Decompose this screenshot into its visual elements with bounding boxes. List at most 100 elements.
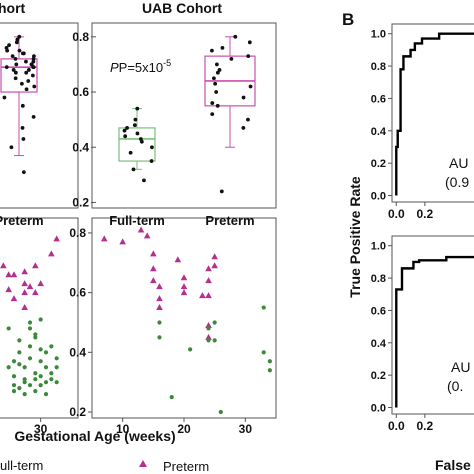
roc-bottom-frame xyxy=(391,235,474,415)
data-point xyxy=(17,34,22,39)
fullterm-point xyxy=(11,374,17,379)
roc-curve xyxy=(395,255,474,408)
left-cohort-title: hort xyxy=(0,0,26,16)
data-point xyxy=(210,48,214,53)
fullterm-point xyxy=(27,383,33,388)
y-tick-label: 0.2 xyxy=(72,195,89,209)
y-tick-label: 0.6 xyxy=(69,286,86,300)
y-tick-label: 0.2 xyxy=(371,158,386,170)
fullterm-point xyxy=(11,389,17,394)
preterm-point xyxy=(21,280,28,287)
y-tick-label: 0.2 xyxy=(69,405,86,419)
fullterm-point xyxy=(188,347,193,352)
left-scatter-plot: 30 xyxy=(0,235,60,436)
legend-fullterm-label: ull-term xyxy=(0,458,43,473)
preterm-point xyxy=(150,250,157,257)
data-point xyxy=(125,126,129,130)
fullterm-point xyxy=(43,392,49,397)
fullterm-point xyxy=(261,350,266,355)
preterm-point xyxy=(205,292,212,299)
fullterm-point xyxy=(38,347,43,352)
uab-scatter-frame xyxy=(91,217,277,419)
data-point xyxy=(26,79,31,83)
fullterm-point xyxy=(33,332,38,337)
data-point xyxy=(150,145,154,150)
x-tick-label: 0.2 xyxy=(417,207,434,221)
data-point xyxy=(14,62,19,67)
data-point xyxy=(31,65,36,70)
preterm-point xyxy=(32,289,39,296)
fullterm-point xyxy=(17,350,22,355)
data-point xyxy=(246,117,250,122)
fullterm-point xyxy=(33,389,38,394)
data-point xyxy=(31,114,36,119)
fullterm-point xyxy=(27,320,33,325)
legend: ull-term Preterm xyxy=(0,458,209,474)
data-point xyxy=(4,65,9,70)
fullterm-point xyxy=(38,374,43,379)
y-tick-label: 0.8 xyxy=(69,226,86,240)
uab-box-plot: 0.2 0.4 0.6 0.8 xyxy=(72,30,256,209)
fullterm-point xyxy=(43,365,49,370)
data-point xyxy=(214,62,219,67)
y-tick-label: 0.8 xyxy=(72,30,89,44)
fullterm-point xyxy=(17,338,22,343)
left-box-xtick-preterm: Preterm xyxy=(0,213,44,228)
fullterm-point xyxy=(6,365,11,370)
data-point xyxy=(139,139,144,144)
fullterm-point xyxy=(38,383,43,388)
data-point xyxy=(20,103,25,108)
y-tick-label: 0.8 xyxy=(371,273,386,285)
data-point xyxy=(24,59,28,64)
roc-xlabel: False xyxy=(435,457,471,473)
uab-box-frame xyxy=(91,22,277,209)
data-point xyxy=(24,87,29,92)
data-point xyxy=(9,145,14,150)
preterm-point xyxy=(0,262,7,269)
preterm-point xyxy=(205,265,212,272)
fullterm-point xyxy=(27,344,33,349)
fullterm-point xyxy=(38,317,43,322)
data-point xyxy=(5,48,10,53)
y-tick-label: 0.8 xyxy=(371,61,386,73)
preterm-point xyxy=(5,271,12,278)
preterm-point xyxy=(180,289,188,296)
preterm-point xyxy=(156,283,163,290)
data-point xyxy=(11,68,16,72)
data-point xyxy=(217,68,222,72)
fullterm-point xyxy=(33,371,38,376)
preterm-point xyxy=(174,256,182,263)
data-point xyxy=(13,56,18,61)
fullterm-point xyxy=(22,365,27,370)
y-tick-label: 1.0 xyxy=(371,241,386,253)
y-tick-label: 0.4 xyxy=(69,345,86,359)
data-point xyxy=(32,84,37,89)
fullterm-point xyxy=(27,356,33,361)
uab-box-xtick-fullterm: Full-term xyxy=(109,213,165,228)
y-tick-label: 0.6 xyxy=(72,85,89,99)
preterm-point xyxy=(137,226,145,233)
left-box-frame xyxy=(0,22,79,209)
fullterm-point xyxy=(27,326,33,331)
preterm-point xyxy=(156,304,163,311)
fullterm-point xyxy=(218,409,223,415)
data-point xyxy=(213,81,218,86)
data-point xyxy=(210,101,215,105)
preterm-point xyxy=(48,250,55,257)
preterm-point xyxy=(119,238,126,245)
data-point xyxy=(241,95,246,100)
p-value-annotation: PP=5x10-5 xyxy=(110,58,171,75)
y-tick-label: 0.2 xyxy=(371,370,386,382)
preterm-point xyxy=(156,295,163,302)
preterm-point xyxy=(150,277,157,284)
left-scatter-frame xyxy=(0,217,79,419)
preterm-point xyxy=(211,253,218,260)
uab-cohort-title: UAB Cohort xyxy=(142,0,222,16)
preterm-point xyxy=(205,321,212,328)
data-point xyxy=(2,95,7,100)
roc-top-frame xyxy=(391,23,474,203)
preterm-point xyxy=(199,292,206,299)
panel-letter: B xyxy=(342,10,354,29)
data-point xyxy=(210,112,215,117)
fullterm-point xyxy=(49,344,54,349)
